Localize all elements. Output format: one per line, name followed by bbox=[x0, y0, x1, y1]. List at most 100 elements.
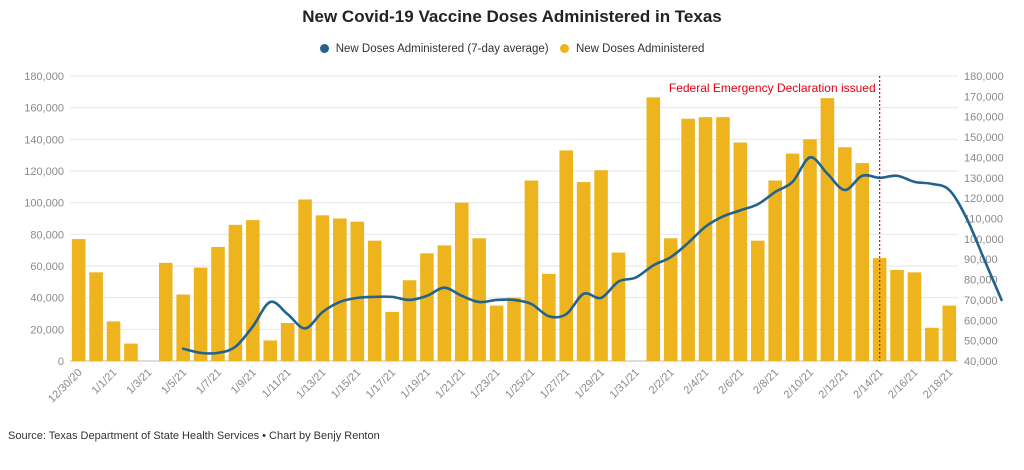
x-tick-label: 1/19/21 bbox=[399, 367, 433, 401]
x-tick-label: 1/21/21 bbox=[433, 367, 467, 401]
bar bbox=[698, 117, 713, 362]
bar bbox=[890, 269, 904, 361]
bar bbox=[907, 272, 922, 361]
y-tick-label-right: 80,000 bbox=[964, 275, 998, 287]
y-tick-label-right: 50,000 bbox=[964, 336, 998, 348]
x-tick-label: 1/15/21 bbox=[329, 367, 363, 401]
bar bbox=[489, 305, 504, 361]
bar bbox=[925, 327, 939, 361]
legend-swatch-average bbox=[319, 44, 329, 53]
y-tick-label-right: 160,000 bbox=[964, 112, 1004, 124]
x-tick-label: 1/31/21 bbox=[608, 367, 642, 401]
y-tick-label-left: 140,000 bbox=[24, 134, 64, 146]
y-tick-label-right: 60,000 bbox=[964, 315, 998, 327]
x-tick-label: 1/1/21 bbox=[90, 367, 120, 397]
bar bbox=[280, 323, 295, 361]
y-tick-label-right: 170,000 bbox=[964, 91, 1004, 103]
bar bbox=[472, 238, 486, 361]
legend-item-average[interactable]: New Doses Administered (7-day average) bbox=[319, 43, 549, 55]
bar bbox=[402, 280, 417, 361]
bar bbox=[663, 238, 678, 361]
x-tick-label: 1/7/21 bbox=[194, 367, 224, 397]
bar bbox=[350, 221, 365, 361]
x-tick-label: 1/23/21 bbox=[468, 367, 502, 401]
bar bbox=[106, 321, 121, 361]
y-tick-label-left: 120,000 bbox=[24, 166, 64, 178]
x-tick-label: 2/4/21 bbox=[682, 367, 712, 397]
y-tick-label-right: 110,000 bbox=[964, 214, 1003, 226]
y-tick-label-left: 0 bbox=[58, 356, 64, 368]
legend-label-average: New Doses Administered (7-day average) bbox=[335, 43, 549, 55]
x-tick-label: 1/5/21 bbox=[159, 367, 189, 397]
chart-title: New Covid-19 Vaccine Doses Administered … bbox=[302, 7, 722, 26]
bar bbox=[89, 272, 103, 361]
y-tick-label-left: 40,000 bbox=[30, 293, 64, 305]
y-tick-label-left: 80,000 bbox=[30, 229, 64, 241]
legend: New Doses Administered (7-day average) N… bbox=[0, 43, 1024, 55]
source-note: Source: Texas Department of State Health… bbox=[8, 430, 380, 442]
x-tick-label: 1/3/21 bbox=[124, 367, 154, 397]
bar bbox=[263, 340, 278, 361]
bar bbox=[385, 311, 399, 361]
y-tick-label-right: 130,000 bbox=[964, 173, 1004, 185]
x-tick-label: 1/13/21 bbox=[294, 367, 328, 401]
y-tick-label-left: 100,000 bbox=[24, 198, 64, 210]
x-tick-label: 1/29/21 bbox=[573, 367, 607, 401]
x-tick-label: 2/10/21 bbox=[782, 367, 816, 401]
y-tick-label-right: 70,000 bbox=[964, 295, 998, 307]
x-tick-label: 2/18/21 bbox=[921, 367, 955, 401]
bar bbox=[559, 150, 574, 361]
bar bbox=[367, 240, 382, 361]
x-tick-label: 1/11/21 bbox=[260, 367, 294, 401]
y-tick-label-left: 20,000 bbox=[30, 324, 64, 336]
bar bbox=[228, 224, 243, 361]
bar bbox=[733, 142, 748, 361]
bar bbox=[507, 297, 521, 361]
bar bbox=[768, 180, 782, 361]
y-tick-label-right: 150,000 bbox=[964, 132, 1004, 144]
legend-label-daily: New Doses Administered bbox=[575, 43, 705, 55]
bar bbox=[594, 170, 608, 361]
bar bbox=[838, 147, 852, 361]
x-tick-label: 2/14/21 bbox=[851, 367, 885, 401]
series-line-average bbox=[181, 156, 1003, 355]
bar bbox=[681, 118, 695, 361]
bar bbox=[611, 252, 626, 361]
bar bbox=[298, 199, 312, 361]
y-tick-label-right: 90,000 bbox=[964, 254, 998, 266]
bar bbox=[646, 97, 661, 361]
bar bbox=[803, 139, 817, 361]
bar bbox=[71, 239, 86, 361]
y-tick-label-left: 180,000 bbox=[24, 71, 64, 83]
x-tick-label: 1/9/21 bbox=[229, 367, 259, 397]
x-tick-label: 12/30/20 bbox=[46, 367, 85, 406]
bar bbox=[820, 98, 835, 362]
bar bbox=[333, 218, 347, 361]
annotation-label: Federal Emergency Declaration issued bbox=[669, 81, 876, 95]
y-tick-label-right: 140,000 bbox=[964, 152, 1004, 164]
y-tick-label-right: 40,000 bbox=[964, 356, 998, 368]
x-tick-label: 2/2/21 bbox=[647, 367, 677, 397]
bar bbox=[246, 220, 260, 361]
legend-item-daily[interactable]: New Doses Administered bbox=[559, 43, 705, 55]
bar bbox=[716, 117, 730, 362]
bar bbox=[315, 215, 330, 361]
x-tick-label: 1/27/21 bbox=[538, 367, 572, 401]
bar bbox=[158, 262, 173, 361]
x-tick-label: 2/6/21 bbox=[716, 367, 746, 397]
y-tick-label-left: 60,000 bbox=[30, 261, 64, 273]
bar bbox=[193, 267, 208, 361]
bar bbox=[524, 180, 539, 361]
bar bbox=[176, 294, 190, 361]
bar bbox=[750, 240, 765, 361]
bar bbox=[437, 245, 452, 361]
x-tick-label: 1/25/21 bbox=[503, 367, 537, 401]
bar bbox=[785, 153, 800, 361]
bar bbox=[942, 305, 957, 361]
bar bbox=[211, 247, 225, 361]
y-tick-label-left: 160,000 bbox=[24, 103, 64, 115]
y-tick-label-right: 180,000 bbox=[964, 71, 1004, 83]
y-tick-label-right: 100,000 bbox=[964, 234, 1004, 246]
bar bbox=[855, 163, 870, 361]
